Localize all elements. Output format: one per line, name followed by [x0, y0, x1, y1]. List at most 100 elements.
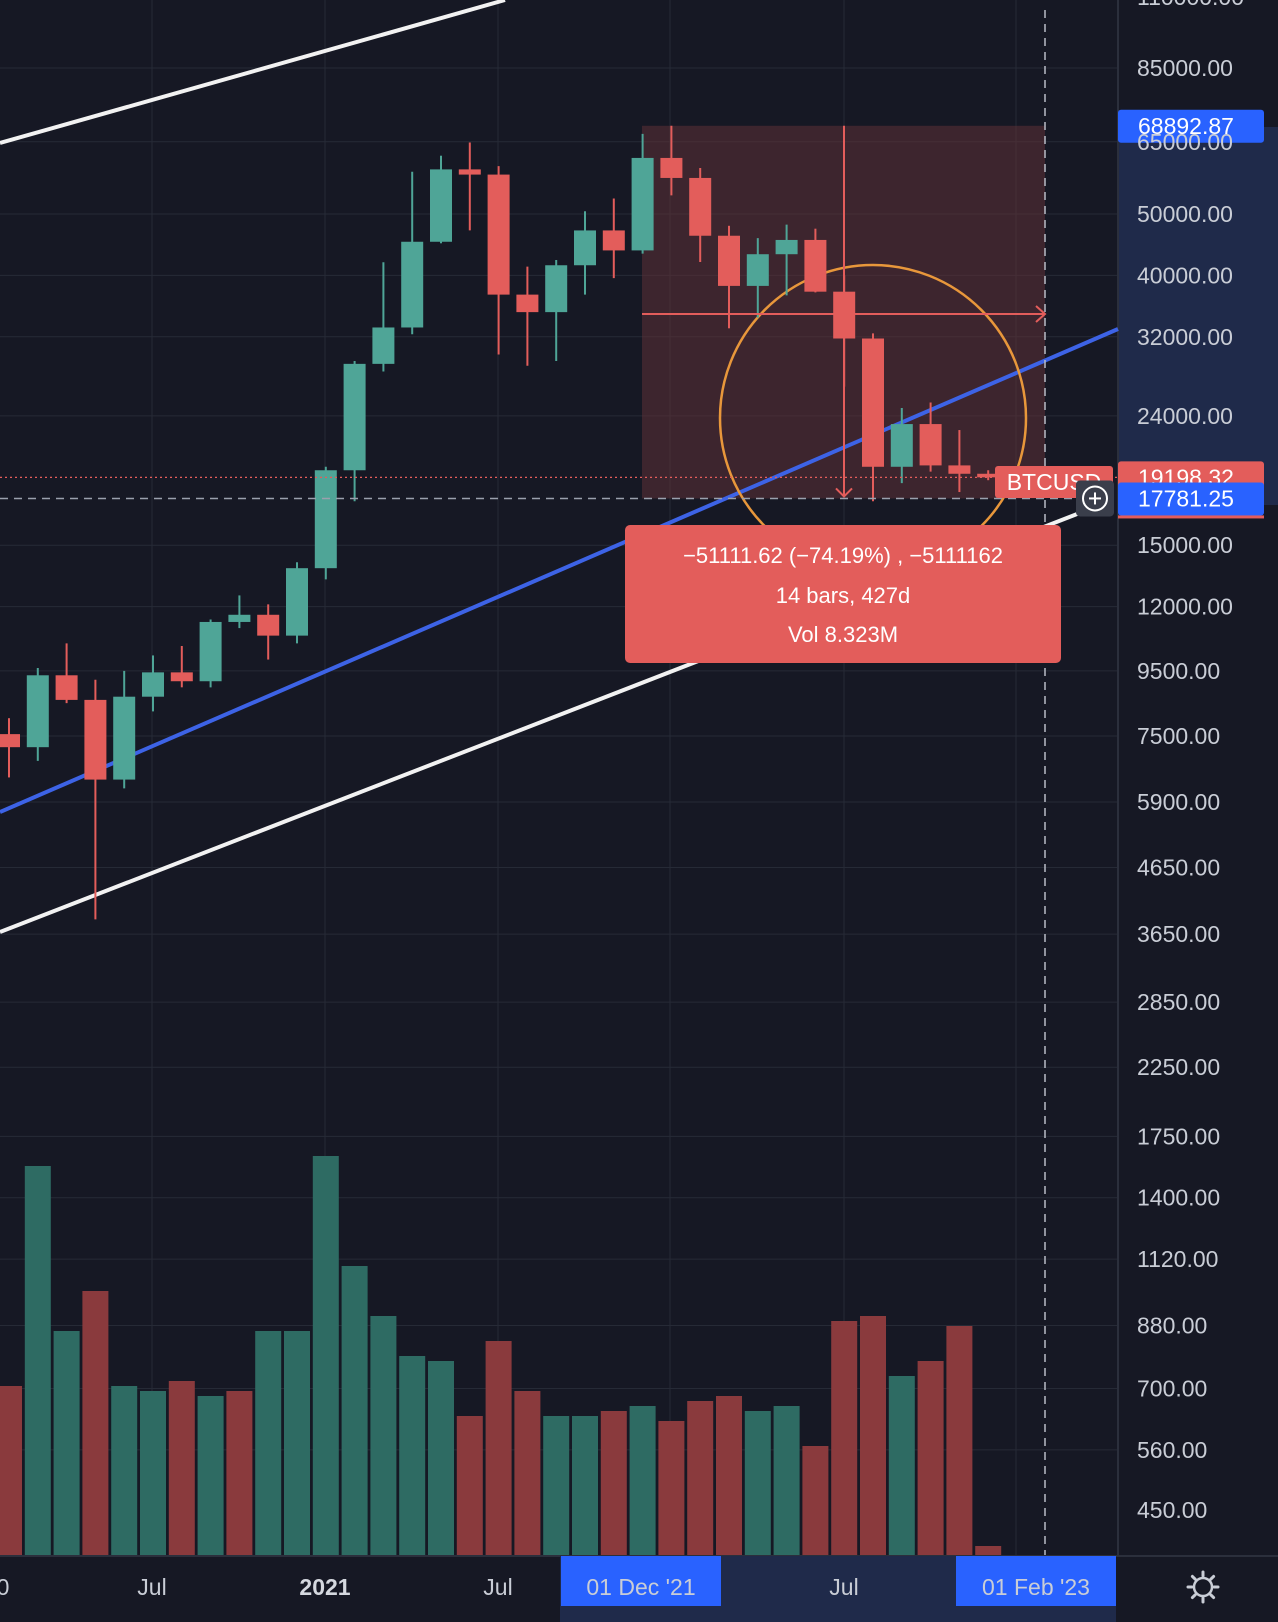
- candle-body: [977, 473, 1000, 478]
- volume-bar: [600, 1411, 627, 1556]
- price-tick-label: 2850.00: [1137, 989, 1220, 1015]
- measure-low-price-badge: [1118, 482, 1264, 516]
- candle-body: [314, 470, 337, 569]
- settings-gear-icon[interactable]: [1186, 1570, 1220, 1604]
- volume-bar: [255, 1331, 282, 1556]
- candle-body: [602, 230, 625, 251]
- candle-body: [545, 265, 568, 313]
- price-tick-label: 12000.00: [1137, 594, 1233, 620]
- price-tick-label: 40000.00: [1137, 262, 1233, 288]
- measure-low-price-badge-label: 17781.25: [1138, 485, 1234, 511]
- volume-bar: [975, 1546, 1002, 1556]
- candle-body: [631, 157, 654, 251]
- price-tick-label: 32000.00: [1137, 324, 1233, 350]
- volume-bar: [888, 1376, 915, 1556]
- candle-body: [401, 241, 424, 328]
- price-tick-label: 1120.00: [1137, 1246, 1218, 1272]
- candle-body: [199, 621, 222, 682]
- candle-body: [516, 294, 539, 313]
- candle-body: [142, 672, 164, 697]
- time-tick-label: 0: [0, 1574, 9, 1600]
- time-tick-label: Jul: [137, 1574, 166, 1600]
- volume-bar: [111, 1386, 138, 1556]
- candle-body: [862, 338, 884, 467]
- measure-arrow-right: [1035, 305, 1047, 323]
- price-tick-label: 5900.00: [1137, 789, 1220, 815]
- volume-bar: [370, 1316, 397, 1556]
- measure-arrow-down: [835, 487, 853, 498]
- price-tick-label: 1400.00: [1137, 1185, 1220, 1211]
- time-badge: [956, 1556, 1116, 1606]
- candle-body: [228, 614, 251, 622]
- candle-body: [458, 169, 481, 175]
- time-axis: 0 Jul 2021 Jul 01 Dec '21 Jul 01 Feb '23: [0, 1556, 1116, 1606]
- candle-body: [660, 157, 683, 178]
- volume-bar: [514, 1391, 541, 1556]
- volume-bar: [284, 1331, 310, 1556]
- candle-body: [919, 424, 942, 466]
- price-tick-label: 110000.00: [1137, 0, 1244, 10]
- price-tick-label: 15000.00: [1137, 532, 1233, 558]
- candle-body: [487, 174, 510, 295]
- price-tick-label: 880.00: [1137, 1312, 1207, 1338]
- time-tick-label: 2021: [299, 1574, 350, 1600]
- candle-body: [343, 363, 366, 471]
- price-tick-label: 7500.00: [1137, 723, 1220, 749]
- measure-info-line2: 14 bars, 427d: [776, 583, 911, 608]
- volume-bar: [82, 1291, 109, 1556]
- channel-upper-line: [0, 0, 506, 145]
- price-tick-label: 24000.00: [1137, 403, 1233, 429]
- volume-bar: [399, 1356, 426, 1556]
- volume-bar: [140, 1391, 166, 1556]
- volume-bar: [658, 1421, 685, 1556]
- candle-body: [372, 327, 395, 364]
- volume-bar: [456, 1416, 483, 1556]
- plus-icon: [1082, 485, 1108, 512]
- time-tick-label: Jul: [829, 1574, 858, 1600]
- price-tick-label: 560.00: [1137, 1437, 1207, 1463]
- candle-body: [890, 424, 913, 467]
- price-tick-label: 85000.00: [1137, 55, 1233, 81]
- volume-bar: [226, 1391, 253, 1556]
- measure-high-price-badge-label: 68892.87: [1138, 113, 1234, 139]
- volume-bar: [744, 1411, 771, 1556]
- price-tick-label: 1750.00: [1137, 1123, 1220, 1149]
- measure-info-line3: Vol 8.323M: [788, 622, 898, 647]
- time-badge: [561, 1556, 721, 1606]
- volume-bar: [629, 1406, 656, 1556]
- price-scale-highlight: [1118, 127, 1278, 505]
- time-tick-label: 01 Feb '23: [982, 1574, 1090, 1600]
- candle-body: [26, 675, 49, 748]
- time-tick-label: 01 Dec '21: [586, 1574, 695, 1600]
- price-tick-label: 50000.00: [1137, 201, 1233, 227]
- candle-body: [430, 169, 452, 242]
- volume-bars: [0, 1156, 1002, 1556]
- volume-bar: [773, 1406, 800, 1556]
- measure-high-price-badge: [1118, 109, 1264, 143]
- price-tick-label: 9500.00: [1137, 658, 1220, 684]
- price-tick-label: 700.00: [1137, 1375, 1207, 1401]
- candle-body: [746, 254, 769, 286]
- volume-bar: [53, 1331, 80, 1556]
- candle-body: [689, 177, 712, 236]
- volume-bar: [572, 1416, 598, 1556]
- volume-bar: [24, 1166, 51, 1556]
- price-tick-label: 3650.00: [1137, 921, 1220, 947]
- volume-bar: [0, 1386, 22, 1556]
- candle-body: [804, 239, 827, 292]
- candle-body: [718, 235, 740, 286]
- volume-bar: [831, 1321, 858, 1556]
- candle-body: [775, 239, 798, 255]
- candle-body: [574, 230, 596, 266]
- price-tick-label: 4650.00: [1137, 854, 1220, 880]
- volume-bar: [543, 1416, 570, 1556]
- volume-bar: [485, 1341, 512, 1556]
- candle-body: [170, 672, 193, 682]
- price-tick-label: 450.00: [1137, 1497, 1207, 1523]
- candle-body: [948, 465, 971, 474]
- measure-info-box: [625, 525, 1061, 663]
- candle-body: [55, 675, 78, 700]
- candle-body: [286, 568, 308, 636]
